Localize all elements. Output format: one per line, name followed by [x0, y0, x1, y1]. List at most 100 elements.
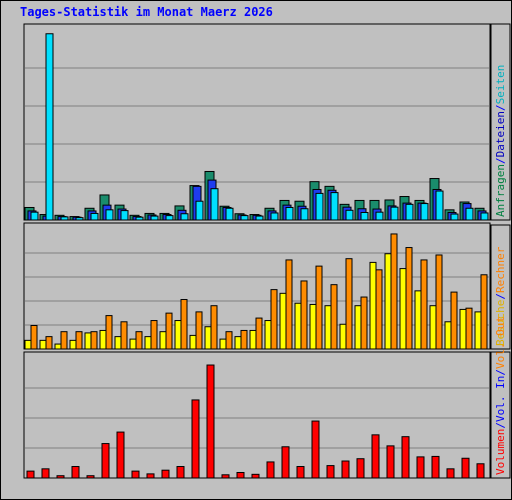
- panel-1: [23, 23, 491, 221]
- bar-besuche-day-25: [384, 253, 392, 350]
- bar-seiten-day-12: [195, 200, 204, 221]
- bar-volumen-day-21: [326, 465, 335, 479]
- bar-besuche-day-18: [279, 292, 287, 350]
- bar-besuche-day-24: [369, 261, 377, 350]
- legend-separator: /: [494, 157, 507, 164]
- legend-2: Besuche/Rechner: [494, 246, 507, 346]
- bar-seiten-day-2: [45, 33, 54, 221]
- bar-rechner-day-22: [345, 258, 353, 350]
- chart-title: Tages-Statistik im Monat Maerz 2026: [20, 5, 273, 19]
- legend-box: [490, 351, 511, 479]
- bar-besuche-day-4: [69, 339, 77, 350]
- legend-separator: /: [494, 369, 507, 376]
- bar-volumen-day-27: [416, 456, 425, 479]
- bar-volumen-day-7: [116, 431, 125, 479]
- bar-volumen-day-2: [41, 468, 50, 479]
- bar-seiten-day-15: [240, 215, 249, 221]
- bar-rechner-day-14: [225, 331, 233, 350]
- bar-volumen-day-17: [266, 461, 275, 479]
- bar-rechner-day-8: [135, 331, 143, 350]
- bar-volumen-day-30: [461, 457, 470, 479]
- bar-volumen-day-16: [251, 473, 260, 479]
- bar-seiten-day-25: [390, 206, 399, 221]
- bar-besuche-day-20: [309, 303, 317, 350]
- bar-seiten-day-7: [120, 210, 129, 221]
- bar-seiten-day-1: [30, 211, 39, 221]
- bar-volumen-day-29: [446, 468, 455, 479]
- bar-volumen-day-19: [296, 466, 305, 479]
- bar-volumen-day-24: [371, 434, 380, 479]
- legend-entry: Besuche: [494, 300, 507, 346]
- legend-entry: Dateien: [494, 111, 507, 157]
- bar-rechner-day-16: [255, 317, 263, 350]
- bar-besuche-day-15: [234, 336, 242, 350]
- bar-rechner-day-25: [390, 233, 398, 350]
- bar-besuche-day-10: [159, 331, 167, 350]
- bar-volumen-day-25: [386, 445, 395, 479]
- bar-volumen-day-10: [161, 469, 170, 479]
- bar-rechner-day-31: [480, 274, 488, 350]
- bar-seiten-day-19: [300, 208, 309, 221]
- bar-rechner-day-1: [30, 324, 38, 350]
- bar-besuche-day-13: [204, 326, 212, 350]
- bar-volumen-day-4: [71, 466, 80, 479]
- legend-separator: /: [494, 422, 507, 429]
- bar-rechner-day-23: [360, 296, 368, 350]
- bar-volumen-day-28: [431, 455, 440, 479]
- bar-besuche-day-8: [129, 338, 137, 350]
- bar-besuche-day-26: [399, 268, 407, 350]
- bar-besuche-day-17: [264, 320, 272, 350]
- bar-volumen-day-26: [401, 436, 410, 479]
- bar-seiten-day-3: [60, 216, 69, 221]
- bar-volumen-day-22: [341, 460, 350, 479]
- bar-besuche-day-5: [84, 332, 92, 350]
- bar-volumen-day-3: [56, 475, 65, 479]
- bar-rechner-day-11: [180, 299, 188, 350]
- bar-besuche-day-29: [444, 321, 452, 350]
- legend-1: Anfragen/Dateien/Seiten: [494, 65, 507, 217]
- bar-rechner-day-27: [420, 259, 428, 350]
- bar-seiten-day-9: [150, 215, 159, 221]
- bar-volumen-day-15: [236, 471, 245, 479]
- bar-seiten-day-11: [180, 213, 189, 221]
- bar-besuche-day-11: [174, 320, 182, 350]
- bar-volumen-day-5: [86, 475, 95, 479]
- bar-besuche-day-2: [39, 339, 47, 350]
- bar-volumen-day-13: [206, 364, 215, 479]
- legend-3: Volumen/Vol. In/Vol. Out: [494, 316, 507, 475]
- bar-rechner-day-7: [120, 321, 128, 350]
- bar-seiten-day-10: [165, 215, 174, 221]
- bar-besuche-day-7: [114, 336, 122, 350]
- legend-separator: /: [494, 104, 507, 111]
- bar-besuche-day-19: [294, 302, 302, 350]
- bar-rechner-day-10: [165, 312, 173, 350]
- bar-rechner-day-4: [75, 331, 83, 350]
- legend-box: [490, 224, 511, 350]
- bar-rechner-day-19: [300, 280, 308, 350]
- bar-besuche-day-21: [324, 305, 332, 350]
- bar-seiten-day-14: [225, 207, 234, 221]
- bar-rechner-day-29: [450, 291, 458, 350]
- bar-rechner-day-6: [105, 315, 113, 350]
- bar-besuche-day-30: [459, 308, 467, 350]
- bar-seiten-day-21: [330, 192, 339, 221]
- bar-rechner-day-9: [150, 320, 158, 350]
- bar-seiten-day-23: [360, 211, 369, 221]
- bar-besuche-day-31: [474, 311, 482, 350]
- bar-seiten-day-28: [435, 190, 444, 221]
- bar-rechner-day-15: [240, 329, 248, 350]
- bar-rechner-day-26: [405, 247, 413, 350]
- bar-seiten-day-30: [465, 207, 474, 221]
- bar-besuche-day-3: [54, 343, 62, 350]
- bar-rechner-day-3: [60, 331, 68, 350]
- bar-volumen-day-31: [476, 463, 485, 479]
- bar-rechner-day-24: [375, 269, 383, 350]
- legend-separator: /: [494, 293, 507, 300]
- bar-rechner-day-18: [285, 259, 293, 350]
- bar-besuche-day-6: [99, 329, 107, 350]
- bar-seiten-day-16: [255, 215, 264, 221]
- bar-volumen-day-6: [101, 443, 110, 479]
- bar-rechner-day-2: [45, 336, 53, 350]
- bar-volumen-day-18: [281, 446, 290, 479]
